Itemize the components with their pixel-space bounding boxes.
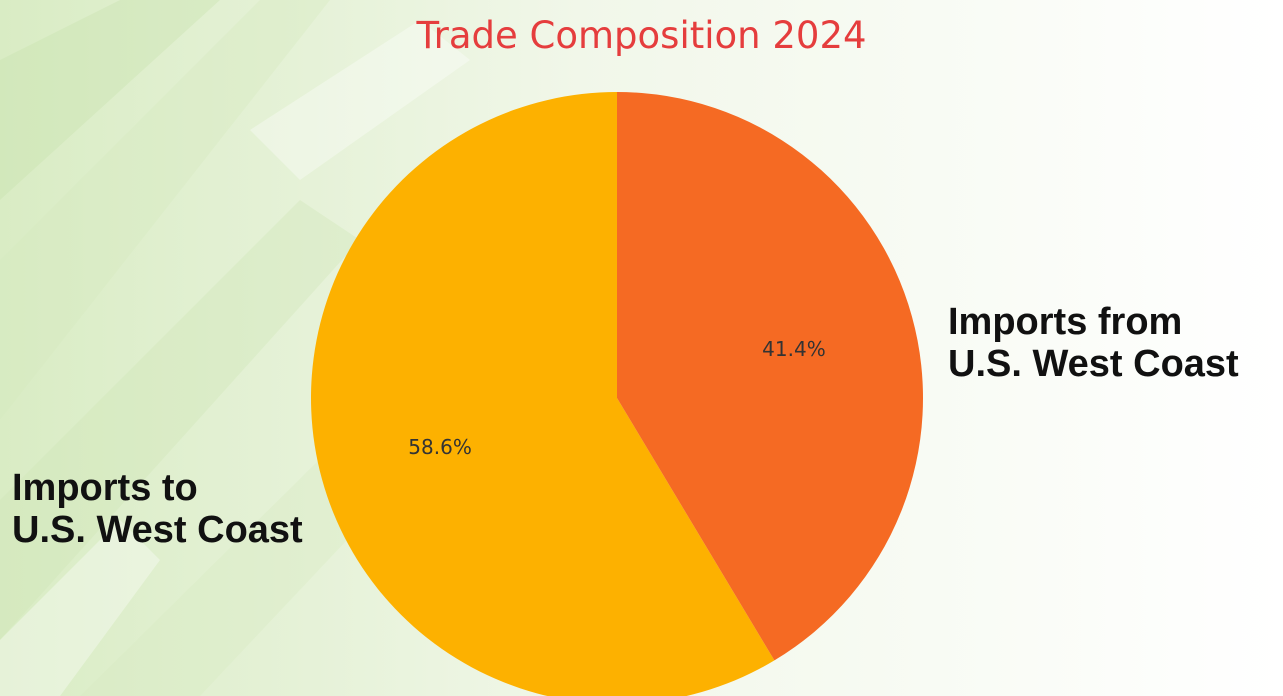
slice-label-imports-from: Imports from U.S. West Coast — [948, 301, 1239, 385]
pie-slice-imports-from — [617, 92, 923, 661]
chart-title: Trade Composition 2024 — [416, 14, 867, 57]
slice-label-imports-to-line-1: Imports to — [12, 467, 198, 509]
pie-slice-imports-to — [311, 92, 775, 696]
slice-label-imports-from-line-1: Imports from — [948, 301, 1183, 343]
slice-label-imports-to: Imports to U.S. West Coast — [12, 467, 303, 551]
pct-label-imports-from: 41.4% — [762, 337, 826, 361]
slice-label-imports-to-line-2: U.S. West Coast — [12, 509, 303, 551]
slice-label-imports-from-line-2: U.S. West Coast — [948, 343, 1239, 385]
pct-label-imports-to: 58.6% — [408, 435, 472, 459]
